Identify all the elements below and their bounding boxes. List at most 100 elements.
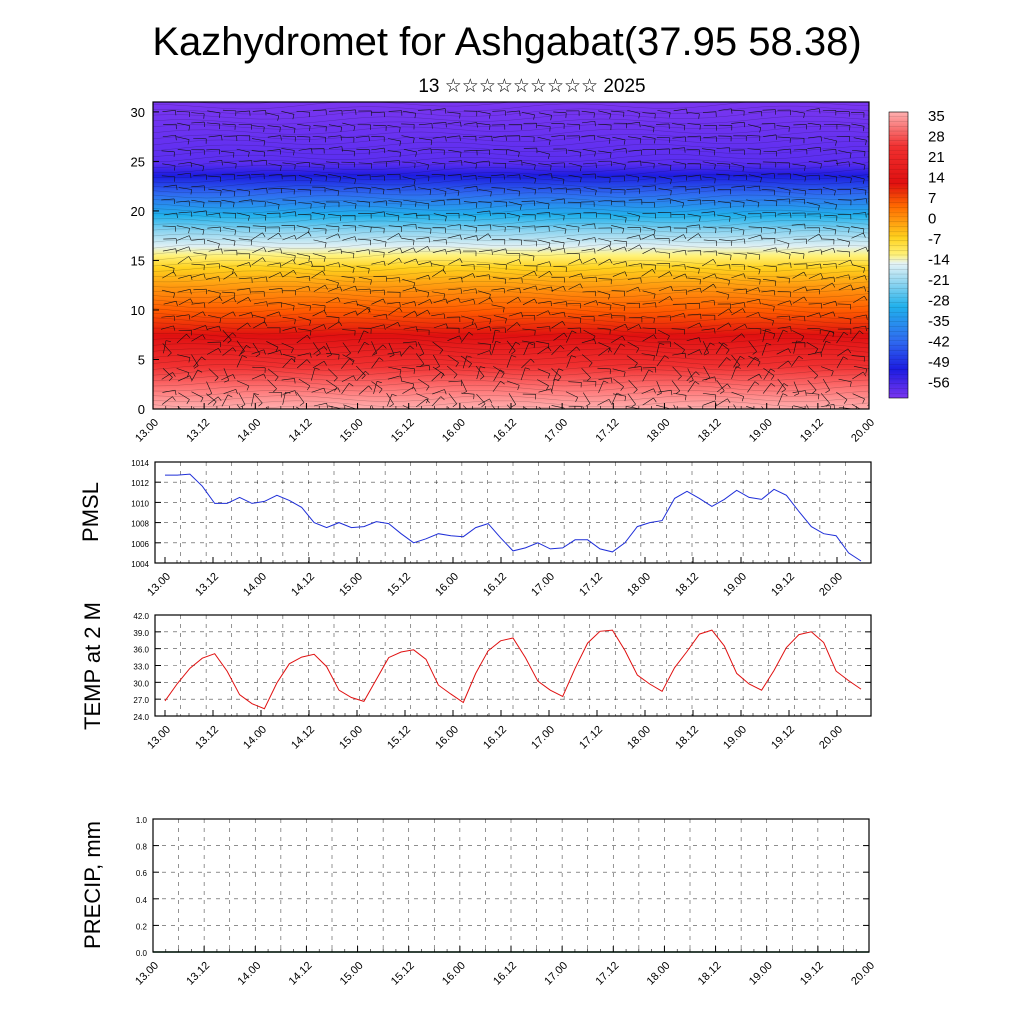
wind-barb-flag [631,403,636,408]
wind-barb [238,238,252,241]
precip-ytick-label: 0.8 [136,843,148,852]
wind-barb [701,186,715,189]
wind-barb [191,354,199,366]
wind-barb [792,163,806,167]
wind-barb [326,353,340,355]
wind-barb [371,250,385,253]
contour-line [153,225,869,239]
wind-barb [176,136,190,140]
wind-barb [671,328,685,330]
wind-barb [597,327,611,330]
wind-barb-flag [714,211,716,217]
wind-barb [341,149,355,152]
wind-barb [627,109,641,114]
wind-barb-flag [416,213,418,219]
wind-barb [506,212,520,217]
wind-barb [341,383,350,394]
wind-barb [373,381,378,394]
wind-barb-flag [368,249,371,255]
wind-barb [506,322,518,331]
wind-barb [568,381,582,383]
wind-barb-flag [563,215,565,221]
wind-barb-flag [445,136,447,142]
wind-barb [597,290,610,295]
wind-barb [326,297,339,304]
wind-barb-flag [533,412,535,417]
wind-barb-flag [820,163,822,169]
wind-barb [521,136,535,138]
temp-y-axis: 24.027.030.033.036.039.042.0 [133,612,871,722]
wind-barb-flag [488,161,490,167]
cross-section-xtick-label: 15.00 [338,417,366,445]
wind-barb-flag [519,288,521,294]
wind-barb [163,212,177,216]
wind-barb [476,160,490,163]
wind-barb [342,342,351,354]
wind-barb-flag [727,294,730,300]
precip-xtick-label: 18.12 [696,960,724,988]
wind-barb [583,276,597,279]
wind-barb-flag [354,203,357,209]
wind-barb [161,150,175,153]
wind-barb [806,312,820,318]
wind-barb-flag [774,228,776,234]
wind-barb-flag [616,392,622,396]
wind-barb [628,366,642,369]
wind-barb-flag [174,165,176,171]
wind-barb [282,162,296,165]
wind-barb [823,174,837,178]
wind-barb-flag [339,286,343,292]
wind-barb [792,296,805,304]
wind-barb [176,246,189,252]
wind-barb [746,252,760,256]
wind-barb-flag [684,353,687,359]
wind-barb-flag [640,149,643,156]
wind-barb [536,326,550,329]
wind-barb [553,301,567,304]
wind-barb-flag [354,178,357,184]
wind-barb-flag [683,234,687,240]
wind-barb [838,378,852,383]
pmsl-xtick-label: 19.12 [769,571,797,599]
wind-barb [357,174,371,176]
wind-barb [208,296,220,304]
cross-section-xtick-label: 13.12 [184,417,212,445]
wind-barb [373,239,387,243]
contour-line [153,184,869,199]
wind-barb-flag [624,271,628,277]
cross-section-ytick-label: 25 [131,154,145,169]
wind-barb [806,174,820,177]
wind-barb-flag [803,296,807,302]
contour-line [153,168,869,183]
wind-barb [403,213,417,216]
wind-barb [268,272,281,279]
wind-barb [581,368,591,378]
wind-barb-flag [426,398,429,404]
wind-barb-flag [611,377,613,383]
wind-barb [371,260,385,265]
wind-barb [220,151,234,153]
wind-barb [238,160,252,162]
wind-barb-flag [757,410,758,415]
wind-barb-flag [623,305,626,311]
wind-barb [447,335,460,341]
wind-barb-flag [814,375,819,380]
wind-barb-flag [563,332,568,338]
wind-barb [733,174,747,177]
wind-barb [206,148,220,151]
wind-barb [823,201,837,205]
wind-barb-flag [586,377,591,382]
wind-barb [551,311,565,316]
wind-barb-flag [812,389,817,394]
wind-barb [221,291,235,294]
wind-barb [625,174,639,178]
wind-barb [268,163,282,167]
wind-barb-flag [571,330,577,334]
wind-barb [475,365,485,377]
wind-barb [701,148,715,151]
wind-barb [205,393,217,403]
wind-barb-flag [383,324,386,330]
wind-barb-flag [742,166,745,172]
